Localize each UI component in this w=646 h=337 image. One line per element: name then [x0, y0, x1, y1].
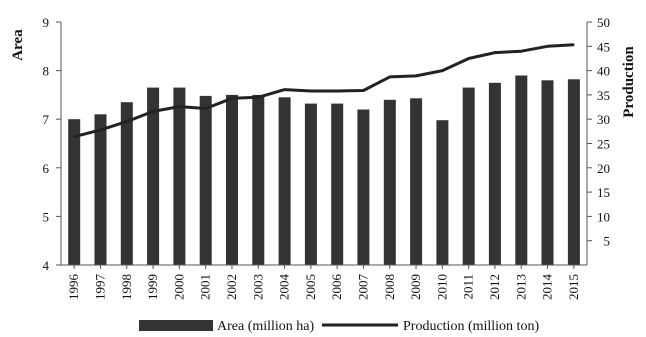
right-axis-title: Production	[621, 46, 637, 118]
left-axis-ticks: 4 5 6 7 8 9	[43, 15, 61, 273]
area-bars	[68, 75, 580, 266]
bar-2000	[173, 87, 186, 265]
right-tick-label-10: 10	[597, 209, 610, 224]
right-tick-label-45: 45	[597, 39, 610, 54]
x-tick-label-1999: 1999	[145, 274, 160, 300]
x-tick-label-1996: 1996	[66, 274, 81, 301]
right-tick-label-20: 20	[597, 161, 610, 176]
left-tick-label-7: 7	[43, 112, 50, 127]
production-point-1996	[73, 135, 75, 138]
left-tick-label-6: 6	[43, 161, 50, 176]
x-tick-label-2007: 2007	[355, 274, 370, 301]
right-tick-label-25: 25	[597, 137, 610, 152]
right-tick-label-5: 5	[604, 234, 611, 249]
bar-2001	[199, 95, 212, 266]
bar-1996	[68, 119, 81, 265]
x-tick-label-2011: 2011	[461, 274, 476, 300]
bar-2015	[567, 79, 580, 265]
right-tick-label-50: 50	[597, 15, 610, 30]
x-tick-label-2006: 2006	[329, 274, 344, 301]
legend-label-area: Area (million ha)	[217, 319, 315, 334]
bar-2006	[331, 103, 344, 265]
legend: Area (million ha) Production (million to…	[139, 319, 539, 334]
bar-1998	[120, 102, 133, 265]
x-axis-ticks: 1996 1997 1998 1999 2000 2001 2002 2003 2004 2005…	[66, 265, 581, 300]
bar-2009	[410, 98, 423, 265]
x-tick-label-2005: 2005	[303, 274, 318, 300]
production-point-1998	[126, 120, 128, 123]
right-tick-label-15: 15	[597, 185, 610, 200]
production-line-layer	[73, 43, 575, 139]
production-point-2002	[231, 97, 233, 100]
production-point-2015	[573, 44, 575, 46]
x-tick-label-2015: 2015	[566, 274, 581, 300]
right-tick-label-35: 35	[597, 88, 610, 103]
production-point-2008	[389, 76, 391, 78]
production-point-2011	[467, 57, 470, 60]
bar-2005	[304, 103, 317, 265]
left-tick-label-5: 5	[43, 209, 50, 224]
left-tick-label-4: 4	[43, 258, 50, 273]
x-tick-label-2009: 2009	[408, 274, 423, 300]
bar-2012	[488, 82, 501, 266]
bar-1997	[94, 114, 107, 265]
production-point-2001	[204, 107, 207, 110]
production-point-2010	[441, 69, 444, 72]
bar-2010	[436, 120, 449, 265]
production-point-2009	[415, 75, 417, 77]
right-axis-ticks: 5 10 15 20 25 30 35 40 45 50	[587, 15, 610, 249]
production-point-2006	[336, 90, 339, 92]
x-tick-label-2000: 2000	[171, 274, 186, 300]
legend-swatch-area	[139, 320, 213, 331]
x-tick-label-2014: 2014	[540, 274, 555, 301]
bar-2003	[252, 94, 265, 266]
x-tick-label-1997: 1997	[92, 274, 107, 301]
left-tick-label-8: 8	[43, 64, 50, 79]
legend-label-production: Production (million ton)	[403, 319, 539, 334]
x-tick-label-2003: 2003	[250, 274, 265, 300]
production-point-1999	[152, 110, 154, 113]
production-point-2000	[178, 105, 181, 108]
production-point-2005	[310, 90, 312, 92]
bar-1999	[147, 87, 160, 265]
bar-2013	[515, 75, 528, 265]
bar-2008	[383, 99, 396, 265]
production-point-1997	[99, 129, 102, 131]
x-tick-label-2008: 2008	[382, 274, 397, 300]
production-point-2003	[257, 96, 260, 99]
x-tick-label-1998: 1998	[119, 274, 134, 300]
bar-2011	[462, 87, 475, 265]
right-tick-label-40: 40	[597, 64, 610, 79]
production-point-2007	[362, 89, 365, 92]
production-point-2012	[494, 51, 496, 54]
left-axis-title: Area	[10, 29, 26, 61]
x-tick-label-2012: 2012	[487, 274, 502, 300]
production-point-2004	[283, 88, 286, 91]
left-tick-label-9: 9	[43, 15, 50, 30]
bar-2007	[357, 109, 370, 265]
x-tick-label-2001: 2001	[198, 274, 213, 300]
bar-2004	[278, 97, 291, 265]
axes	[60, 22, 588, 266]
x-tick-label-2013: 2013	[513, 274, 528, 300]
production-line	[73, 43, 574, 139]
x-tick-label-2002: 2002	[224, 274, 239, 300]
x-tick-label-2004: 2004	[277, 274, 292, 301]
production-point-2014	[546, 45, 549, 48]
x-tick-label-2010: 2010	[434, 274, 449, 300]
right-tick-label-30: 30	[597, 112, 610, 127]
production-point-2013	[520, 50, 523, 52]
bar-2002	[226, 94, 238, 266]
bar-2014	[541, 80, 554, 265]
